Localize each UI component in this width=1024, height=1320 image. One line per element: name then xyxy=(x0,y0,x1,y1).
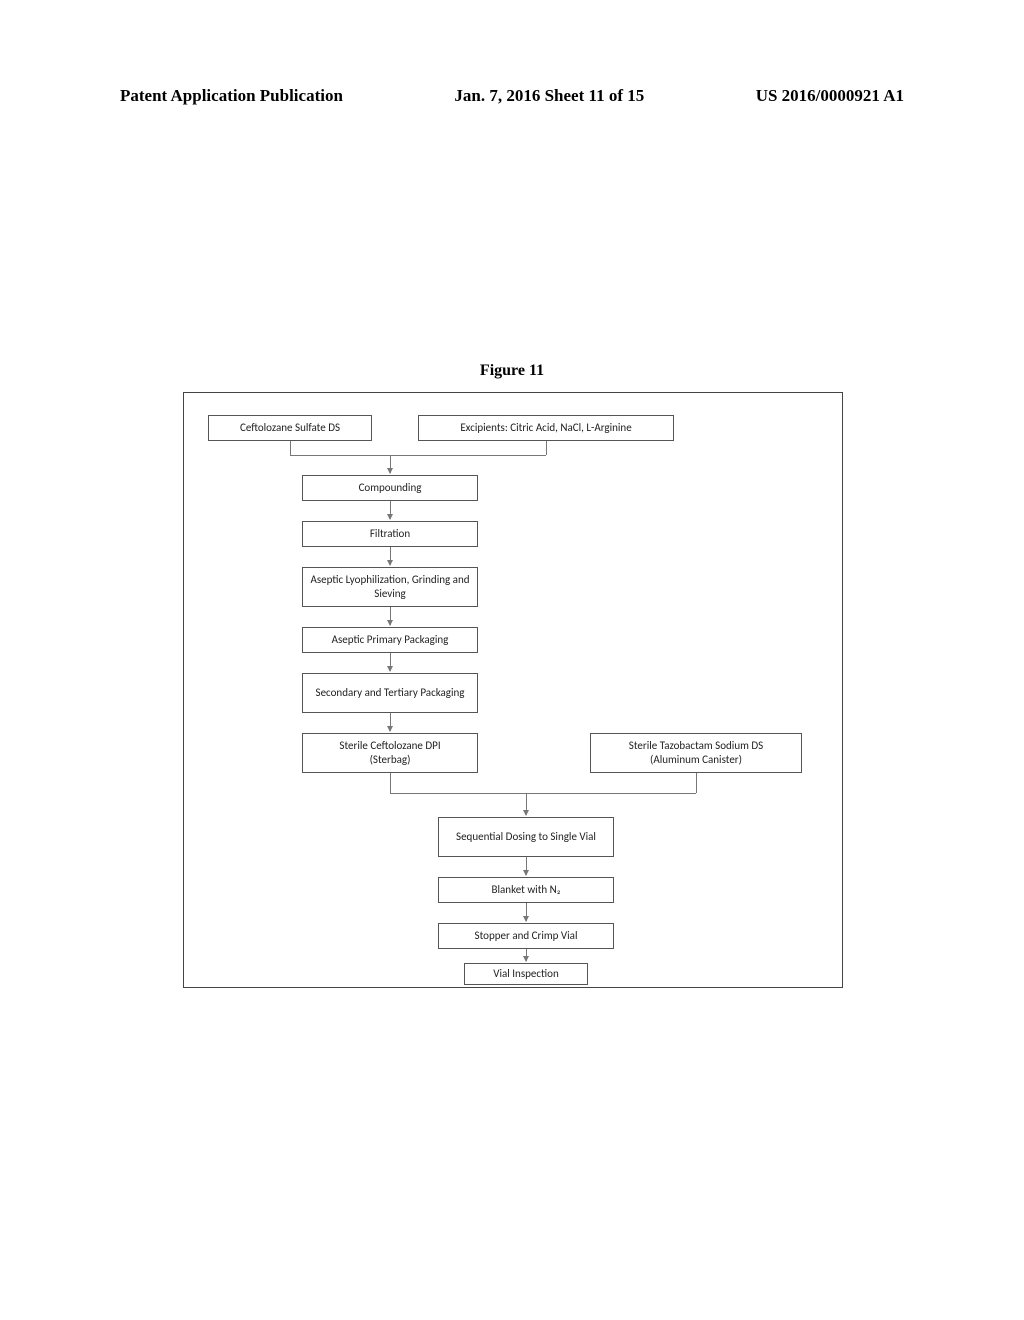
connector-stub xyxy=(390,773,391,793)
node-aseptic-primary-packaging: Aseptic Primary Packaging xyxy=(302,627,478,653)
arrow-down-icon xyxy=(390,547,391,565)
header-center: Jan. 7, 2016 Sheet 11 of 15 xyxy=(454,86,644,106)
arrow-down-icon xyxy=(526,949,527,961)
node-label: Sterile Ceftolozane DPI (Sterbag) xyxy=(339,739,440,767)
node-blanket-n2: Blanket with N₂ xyxy=(438,877,614,903)
node-ceftolozane-sulfate-ds: Ceftolozane Sulfate DS xyxy=(208,415,372,441)
node-label: Filtration xyxy=(370,527,410,541)
arrow-down-icon xyxy=(390,653,391,671)
figure-title: Figure 11 xyxy=(0,362,1024,380)
arrow-down-icon xyxy=(390,607,391,625)
page: Patent Application Publication Jan. 7, 2… xyxy=(0,0,1024,1320)
arrow-down-icon xyxy=(390,713,391,731)
connector-stub xyxy=(696,773,697,793)
node-label: Aseptic Lyophilization, Grinding and Sie… xyxy=(309,573,471,601)
node-filtration: Filtration xyxy=(302,521,478,547)
arrow-down-icon xyxy=(526,903,527,921)
node-label: Aseptic Primary Packaging xyxy=(332,633,449,647)
node-sequential-dosing: Sequential Dosing to Single Vial xyxy=(438,817,614,857)
node-label: Vial Inspection xyxy=(493,967,559,981)
connector-h xyxy=(390,793,696,794)
arrow-down-icon xyxy=(526,857,527,875)
node-label: Excipients: Citric Acid, NaCl, L-Arginin… xyxy=(460,421,631,435)
node-label: Blanket with N₂ xyxy=(492,883,561,897)
node-label: Sterile Tazobactam Sodium DS (Aluminum C… xyxy=(629,739,763,767)
connector-h xyxy=(290,455,546,456)
connector-stub xyxy=(546,441,547,455)
node-label: Ceftolozane Sulfate DS xyxy=(240,421,340,435)
node-secondary-tertiary-packaging: Secondary and Tertiary Packaging xyxy=(302,673,478,713)
node-label: Stopper and Crimp Vial xyxy=(475,929,578,943)
node-vial-inspection: Vial Inspection xyxy=(464,963,588,985)
arrow-down-icon xyxy=(526,793,527,815)
node-label: Compounding xyxy=(359,481,422,495)
arrow-down-icon xyxy=(390,455,391,473)
node-stopper-crimp-vial: Stopper and Crimp Vial xyxy=(438,923,614,949)
node-sterile-tazobactam-sodium-ds: Sterile Tazobactam Sodium DS (Aluminum C… xyxy=(590,733,802,773)
connector-stub xyxy=(290,441,291,455)
node-compounding: Compounding xyxy=(302,475,478,501)
header-left: Patent Application Publication xyxy=(120,86,343,106)
page-header: Patent Application Publication Jan. 7, 2… xyxy=(0,86,1024,106)
node-sterile-ceftolozane-dpi: Sterile Ceftolozane DPI (Sterbag) xyxy=(302,733,478,773)
node-label: Secondary and Tertiary Packaging xyxy=(316,686,465,700)
arrow-down-icon xyxy=(390,501,391,519)
flowchart-frame: Ceftolozane Sulfate DS Excipients: Citri… xyxy=(183,392,843,988)
node-excipients: Excipients: Citric Acid, NaCl, L-Arginin… xyxy=(418,415,674,441)
header-right: US 2016/0000921 A1 xyxy=(756,86,904,106)
node-label: Sequential Dosing to Single Vial xyxy=(456,830,596,844)
node-aseptic-lyophilization: Aseptic Lyophilization, Grinding and Sie… xyxy=(302,567,478,607)
